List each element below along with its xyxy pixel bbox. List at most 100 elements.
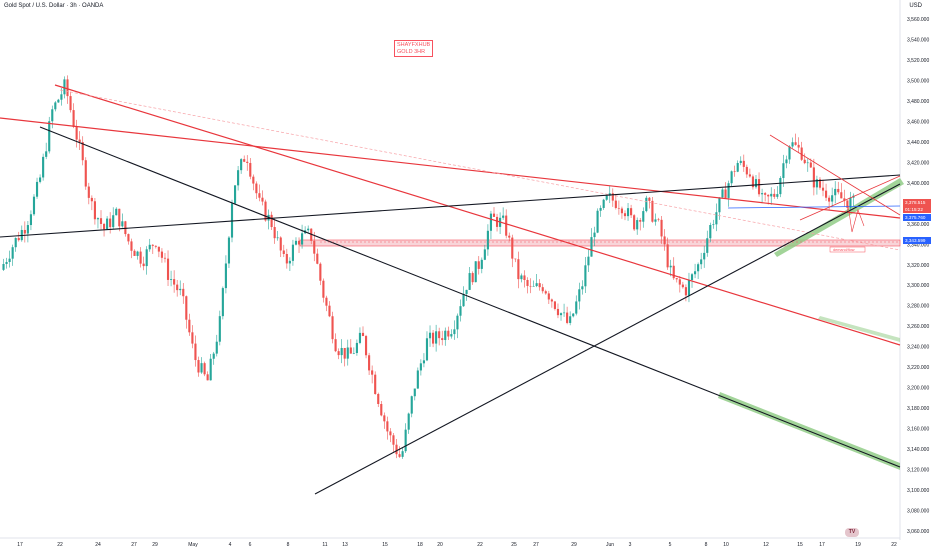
candle-body xyxy=(791,142,794,147)
candle-body xyxy=(23,229,26,234)
candle-body xyxy=(718,197,721,213)
candle-body xyxy=(322,280,325,298)
black-trendline-falling[interactable] xyxy=(39,126,901,468)
candle-body xyxy=(48,121,51,152)
black-neckline[interactable] xyxy=(0,174,901,238)
x-tick-label: 20 xyxy=(437,542,443,548)
candle-body xyxy=(824,190,828,198)
candle-body xyxy=(325,297,328,306)
candle-body xyxy=(666,244,669,268)
x-tick-label: 22 xyxy=(477,542,483,548)
candle-body xyxy=(176,284,179,291)
candle-body xyxy=(218,316,221,342)
candle-body xyxy=(562,312,566,314)
candle-body xyxy=(246,161,249,163)
x-tick-label: 12 xyxy=(763,542,769,548)
price-axis[interactable]: 3,060.000 3,080.000 3,100.000 3,120.000 3,14… xyxy=(899,0,929,540)
candle-body xyxy=(106,218,109,230)
candle-body xyxy=(398,454,401,457)
candle-body xyxy=(495,216,499,227)
candle-body xyxy=(407,413,410,430)
candle-body xyxy=(706,238,709,253)
candle-body xyxy=(109,218,112,228)
candle-body xyxy=(529,285,532,287)
price-label-text: 3,343.599 xyxy=(905,238,926,243)
candle-body xyxy=(761,193,764,195)
y-tick-label: 3,100.000 xyxy=(907,488,929,494)
trendlines[interactable] xyxy=(0,84,901,495)
candle-body xyxy=(69,96,72,111)
candle-body xyxy=(514,258,517,260)
candle-body xyxy=(614,200,617,208)
y-tick-label: 3,200.000 xyxy=(907,386,929,392)
candle-body xyxy=(90,197,93,202)
candle-body xyxy=(29,214,33,226)
candle-body xyxy=(474,261,477,283)
candle-body xyxy=(547,293,550,300)
candle-body xyxy=(587,256,590,266)
candle-body xyxy=(483,249,486,260)
candle-body xyxy=(163,257,167,259)
x-tick-label: 13 xyxy=(342,542,348,548)
candle-body xyxy=(240,159,243,171)
red-channel-line-2[interactable] xyxy=(799,175,901,221)
candle-body xyxy=(773,193,776,197)
candle-body xyxy=(489,213,493,231)
candles xyxy=(2,75,855,459)
y-tick-label: 3,300.000 xyxy=(907,283,929,289)
candle-body xyxy=(541,287,544,292)
candle-body xyxy=(237,170,240,186)
candle-body xyxy=(447,330,450,337)
candle-body xyxy=(505,215,508,236)
candle-body xyxy=(151,244,154,246)
candle-body xyxy=(712,224,715,226)
candle-body xyxy=(5,262,8,265)
red-trendline-upper[interactable] xyxy=(0,117,901,219)
candle-body xyxy=(636,220,639,230)
candle-body xyxy=(654,219,657,222)
candle-body xyxy=(441,338,444,341)
candle-body xyxy=(227,237,231,264)
candle-body xyxy=(45,151,48,157)
candle-body xyxy=(678,279,681,285)
candle-body xyxy=(770,193,773,197)
candle-body xyxy=(57,99,60,103)
candle-body xyxy=(617,207,620,209)
red-channel-line[interactable] xyxy=(769,134,901,216)
black-trendline-rising[interactable] xyxy=(314,183,901,495)
candle-body xyxy=(383,415,386,422)
candle-body xyxy=(307,228,310,231)
candle-body xyxy=(96,218,100,220)
candle-body xyxy=(166,258,170,280)
candle-body xyxy=(526,280,529,286)
price-label-bg xyxy=(903,199,931,206)
candle-body xyxy=(642,211,645,222)
blue-level-line[interactable] xyxy=(727,205,901,209)
candle-body xyxy=(828,197,831,202)
candle-body xyxy=(623,213,627,217)
candle-body xyxy=(459,306,462,316)
x-tick-label: 24 xyxy=(95,542,101,548)
x-tick-label: 15 xyxy=(382,542,388,548)
candle-body xyxy=(511,237,514,259)
candle-body xyxy=(264,201,267,221)
candle-body xyxy=(157,246,160,252)
candle-body xyxy=(395,444,398,455)
candle-body xyxy=(39,177,42,182)
x-tick-label: 10 xyxy=(723,542,729,548)
candle-body xyxy=(258,193,261,198)
red-dashed-line[interactable] xyxy=(59,89,901,251)
tradingview-logo-icon[interactable]: TV xyxy=(845,528,859,537)
candle-body xyxy=(148,244,151,250)
red-trendline-falling[interactable] xyxy=(54,84,901,346)
candle-body xyxy=(779,177,782,195)
candle-body xyxy=(401,451,404,457)
candle-body xyxy=(331,316,334,340)
y-tick-label: 3,440.000 xyxy=(907,140,929,146)
candle-body xyxy=(605,195,608,200)
time-axis[interactable]: 17 22 24 27 29 May 4 6 8 11 13 15 18 20 22 25 27 29 Jun 3 5 8… xyxy=(0,537,900,548)
y-tick-label: 3,220.000 xyxy=(907,365,929,371)
candle-body xyxy=(751,176,755,188)
candle-body xyxy=(252,176,255,184)
